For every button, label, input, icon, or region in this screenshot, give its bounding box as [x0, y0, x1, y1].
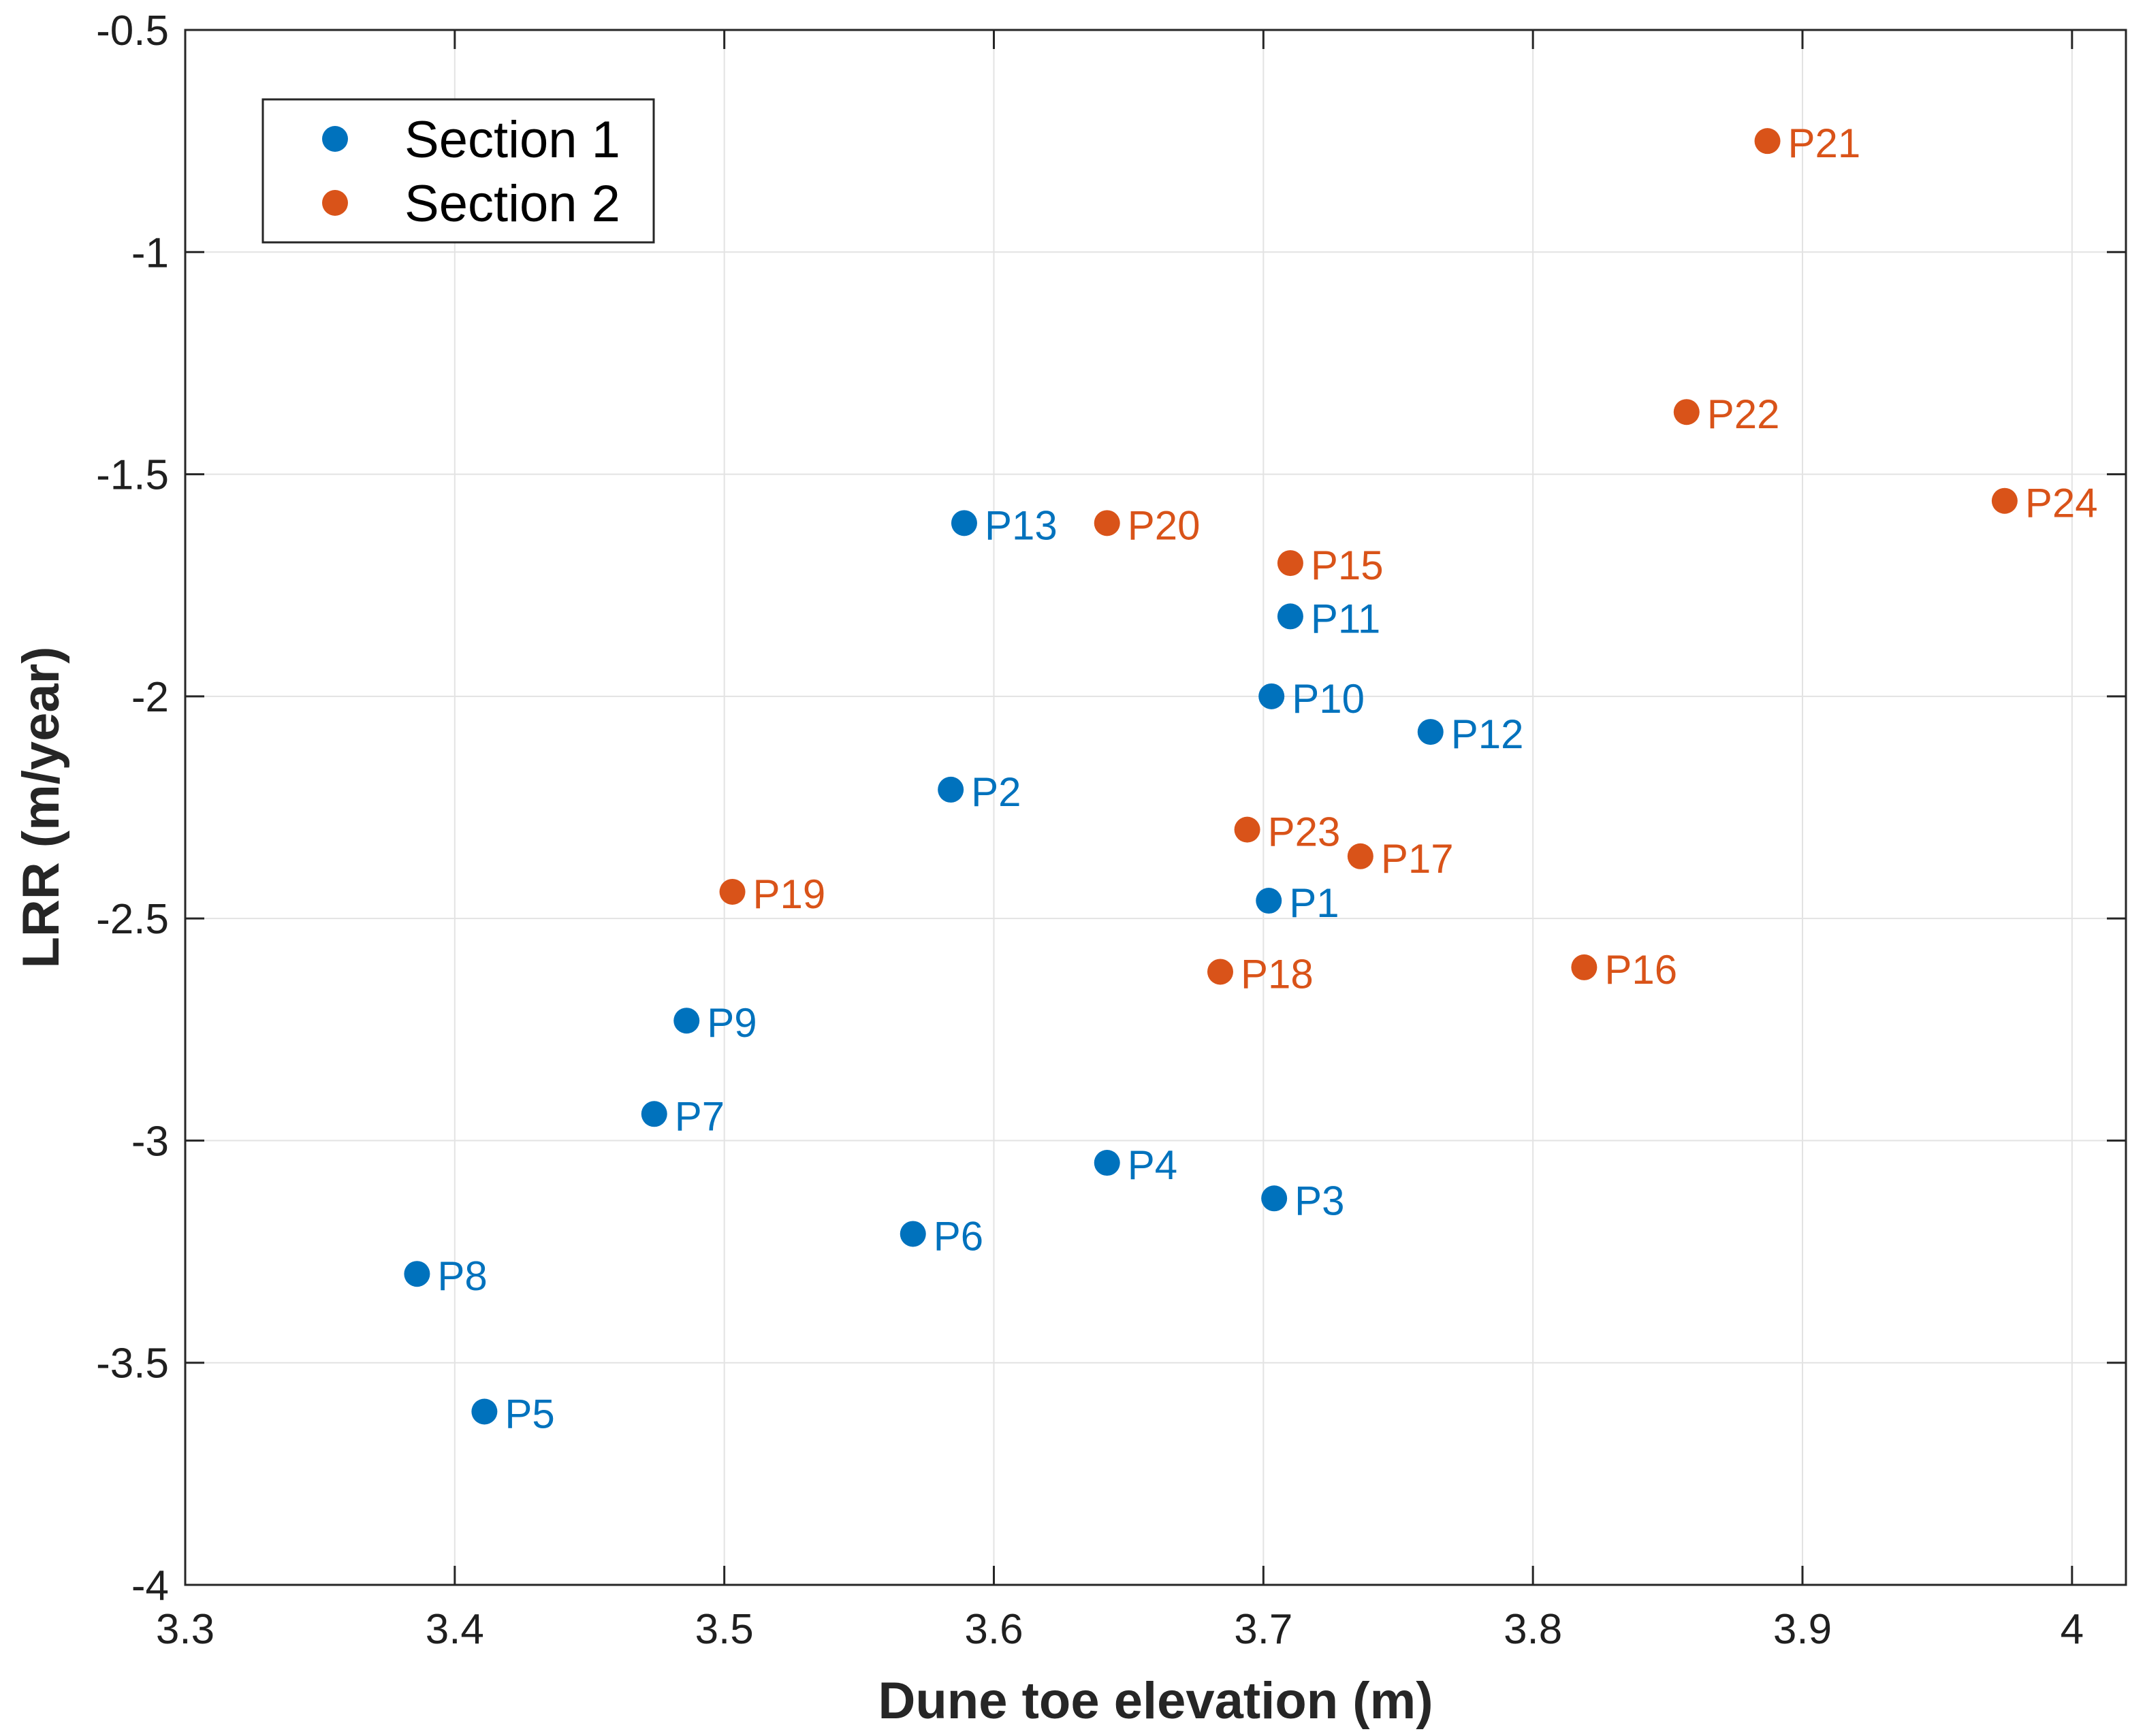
data-point-p20: [1094, 510, 1120, 536]
data-label-p13: P13: [985, 502, 1058, 548]
y-tick-label: -1.5: [96, 452, 169, 499]
data-label-p24: P24: [2025, 481, 2098, 526]
x-axis-title: Dune toe elevation (m): [878, 1672, 1433, 1730]
legend-label-section-2: Section 2: [404, 175, 620, 233]
data-label-p1: P1: [1289, 880, 1339, 926]
x-tick-label: 3.7: [1234, 1606, 1292, 1653]
data-points: P1 P2 P3 P4 P5 P6 P7 P8 P9 P10 P11 P12 P13 P15 P16 P17 P…: [404, 120, 2098, 1436]
x-tick-label: 3.4: [426, 1606, 484, 1653]
data-point-p17: [1347, 843, 1373, 869]
data-point-p24: [1991, 487, 2018, 514]
grid-lines: [185, 29, 2126, 1586]
axis-ticks: 3.3 3.4 3.5 3.6 3.7 3.8 3.9 4 -0.5 -1 -1.5 -2 -2.5 -3…: [96, 7, 2126, 1653]
x-tick-label: 4: [2061, 1606, 2084, 1653]
y-tick-label: -3: [131, 1118, 169, 1165]
data-point-p10: [1258, 683, 1285, 709]
legend-marker-section-1: [322, 126, 348, 152]
data-label-p10: P10: [1292, 676, 1365, 722]
data-label-p19: P19: [753, 871, 826, 917]
x-tick-label: 3.9: [1773, 1606, 1832, 1653]
x-tick-label: 3.5: [695, 1606, 754, 1653]
data-point-p18: [1207, 959, 1233, 985]
data-point-p21: [1754, 128, 1781, 155]
y-tick-label: -0.5: [96, 7, 169, 54]
x-tick-label: 3.6: [964, 1606, 1023, 1653]
data-label-p9: P9: [707, 1000, 757, 1046]
data-point-p2: [938, 776, 964, 803]
legend-label-section-1: Section 1: [404, 111, 620, 169]
data-label-p6: P6: [934, 1213, 983, 1259]
data-label-p22: P22: [1707, 391, 1780, 437]
y-tick-label: -1: [131, 229, 169, 276]
y-tick-label: -2.5: [96, 896, 169, 943]
y-tick-label: -4: [131, 1562, 169, 1609]
data-label-p20: P20: [1128, 502, 1201, 548]
data-point-p1: [1256, 888, 1282, 914]
data-label-p12: P12: [1451, 711, 1524, 757]
y-tick-label: -3.5: [96, 1340, 169, 1387]
data-point-p12: [1417, 719, 1444, 745]
data-label-p7: P7: [675, 1093, 725, 1139]
data-label-p21: P21: [1788, 120, 1861, 166]
data-label-p5: P5: [505, 1391, 554, 1436]
data-label-p2: P2: [971, 769, 1021, 815]
legend-box: [261, 98, 655, 244]
x-tick-label: 3.3: [156, 1606, 214, 1653]
data-point-p3: [1261, 1185, 1288, 1212]
data-point-p23: [1234, 816, 1260, 843]
data-point-p6: [900, 1221, 926, 1247]
data-point-p4: [1094, 1150, 1120, 1176]
data-label-p16: P16: [1604, 947, 1677, 993]
data-label-p15: P15: [1311, 543, 1384, 588]
data-point-p8: [404, 1261, 430, 1287]
data-label-p4: P4: [1128, 1142, 1177, 1188]
data-label-p8: P8: [437, 1253, 487, 1299]
data-point-p19: [719, 878, 746, 905]
data-point-p11: [1277, 603, 1303, 630]
plot-area-frame: [184, 29, 2127, 1586]
data-point-p7: [641, 1101, 667, 1127]
data-label-p17: P17: [1381, 836, 1454, 882]
x-tick-label: 3.8: [1504, 1606, 1562, 1653]
data-point-p13: [951, 510, 977, 536]
legend: Section 1 Section 2: [261, 98, 655, 244]
data-label-p23: P23: [1268, 809, 1341, 855]
data-point-p9: [673, 1008, 700, 1034]
y-tick-label: -2: [131, 674, 169, 721]
data-label-p11: P11: [1311, 596, 1380, 641]
y-axis-title: LRR (m/year): [12, 647, 70, 969]
data-point-p15: [1277, 550, 1303, 577]
data-point-p22: [1673, 399, 1700, 425]
legend-marker-section-2: [322, 190, 348, 216]
data-point-p16: [1571, 954, 1598, 980]
data-label-p18: P18: [1241, 951, 1314, 997]
data-label-p3: P3: [1294, 1178, 1344, 1223]
data-point-p5: [471, 1398, 498, 1425]
